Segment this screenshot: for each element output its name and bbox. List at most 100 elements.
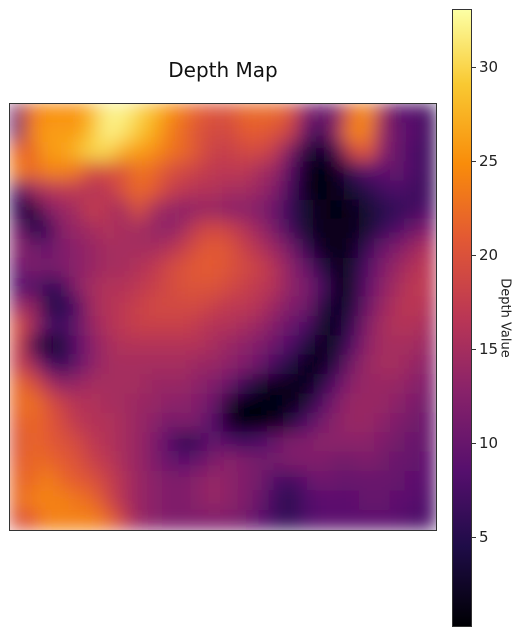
heatmap-cell — [115, 122, 133, 144]
heatmap-cell — [10, 104, 27, 125]
heatmap-cell — [115, 141, 133, 164]
heatmap-cell — [313, 509, 331, 530]
heatmap-cell — [389, 122, 407, 144]
heatmap-cell — [115, 180, 133, 202]
heatmap-cell — [115, 374, 133, 396]
heatmap-cell — [85, 141, 103, 164]
heatmap-cell — [85, 180, 103, 202]
heatmap-cell — [298, 257, 316, 280]
colorbar-tick — [471, 537, 476, 539]
heatmap-cell — [145, 199, 164, 222]
heatmap-cell — [54, 296, 72, 318]
heatmap-cell — [358, 238, 377, 260]
heatmap-cell — [39, 509, 57, 530]
heatmap-cell — [176, 374, 194, 396]
heatmap-cell — [39, 296, 57, 318]
heatmap-cell — [298, 122, 316, 144]
heatmap-cell — [10, 354, 27, 377]
heatmap-cell — [358, 374, 377, 396]
heatmap-cell — [313, 122, 331, 144]
heatmap-cell — [222, 490, 240, 512]
heatmap-cell — [374, 122, 392, 144]
heatmap-cell — [85, 393, 103, 415]
heatmap-cell — [252, 451, 270, 473]
heatmap-cell — [343, 122, 361, 144]
heatmap-cell — [252, 296, 270, 318]
heatmap-cell — [313, 316, 331, 338]
heatmap-cell — [298, 432, 316, 454]
heatmap-cell — [267, 374, 285, 396]
heatmap-cell — [404, 335, 422, 357]
heatmap-cell — [237, 141, 255, 164]
heatmap-cell — [69, 277, 88, 299]
heatmap-cell — [85, 509, 103, 530]
heatmap-cell — [100, 470, 118, 493]
heatmap-cell — [69, 335, 88, 357]
heatmap-cell — [404, 374, 422, 396]
heatmap-cell — [100, 238, 118, 260]
heatmap-cell — [206, 238, 224, 260]
heatmap-cell — [404, 354, 422, 377]
heatmap-cell — [145, 393, 164, 415]
heatmap-cell — [267, 257, 285, 280]
heatmap-cell — [39, 432, 57, 454]
heatmap-cell — [328, 374, 346, 396]
heatmap-cell — [176, 104, 194, 125]
heatmap-cell — [39, 354, 57, 377]
heatmap-cell — [404, 238, 422, 260]
heatmap-cell — [206, 412, 224, 435]
heatmap-cell — [39, 335, 57, 357]
heatmap-cell — [343, 335, 361, 357]
heatmap-cell — [252, 412, 270, 435]
heatmap-cell — [282, 238, 301, 260]
heatmap-cell — [206, 180, 224, 202]
heatmap-cell — [85, 374, 103, 396]
heatmap-cell — [130, 257, 148, 280]
heatmap-cell — [237, 354, 255, 377]
heatmap-cell — [54, 141, 72, 164]
heatmap-cell — [328, 238, 346, 260]
heatmap-cell — [343, 393, 361, 415]
heatmap-cell — [100, 393, 118, 415]
heatmap-cell — [374, 451, 392, 473]
heatmap-cell — [267, 219, 285, 241]
heatmap-cell — [343, 509, 361, 530]
heatmap-cell — [191, 374, 209, 396]
heatmap-cell — [328, 316, 346, 338]
heatmap-cell — [145, 141, 164, 164]
heatmap-cell — [419, 199, 436, 222]
heatmap-cell — [191, 509, 209, 530]
heatmap-cell — [237, 238, 255, 260]
heatmap-cell — [69, 393, 88, 415]
heatmap-cell — [176, 509, 194, 530]
heatmap-cell — [24, 335, 42, 357]
heatmap-cell — [252, 316, 270, 338]
heatmap-cell — [328, 161, 346, 183]
heatmap-cell — [191, 335, 209, 357]
heatmap-cell — [39, 141, 57, 164]
heatmap-cell — [39, 180, 57, 202]
heatmap-cell — [404, 199, 422, 222]
heatmap-cell — [54, 199, 72, 222]
heatmap-cell — [252, 432, 270, 454]
heatmap-cell — [328, 180, 346, 202]
heatmap-cell — [191, 104, 209, 125]
heatmap-cell — [222, 104, 240, 125]
heatmap-cell — [100, 180, 118, 202]
heatmap-cell — [191, 180, 209, 202]
heatmap-cell — [161, 451, 179, 473]
heatmap-cell — [374, 296, 392, 318]
heatmap-cell — [145, 490, 164, 512]
heatmap-cell — [419, 296, 436, 318]
heatmap-cell — [404, 432, 422, 454]
heatmap-cell — [298, 316, 316, 338]
heatmap-cell — [267, 180, 285, 202]
heatmap-cell — [222, 199, 240, 222]
heatmap-cell — [69, 161, 88, 183]
heatmap-cell — [252, 257, 270, 280]
heatmap-cell — [237, 277, 255, 299]
heatmap-cell — [176, 257, 194, 280]
heatmap-cell — [343, 432, 361, 454]
heatmap-cell — [374, 238, 392, 260]
heatmap-cell — [10, 180, 27, 202]
